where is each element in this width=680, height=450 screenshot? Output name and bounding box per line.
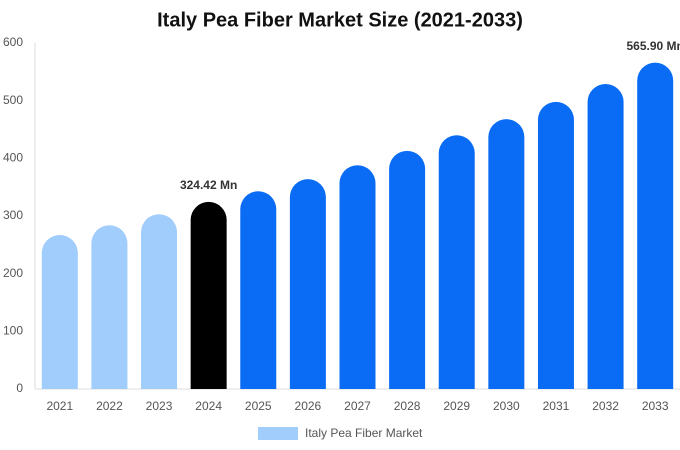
y-tick-label: 600 (3, 35, 23, 49)
bar (537, 101, 574, 389)
x-tick-label: 2029 (443, 399, 470, 413)
bar (587, 83, 624, 389)
bar (91, 225, 128, 389)
bar (637, 62, 674, 390)
x-tick-label: 2030 (493, 399, 520, 413)
legend-label: Italy Pea Fiber Market (305, 426, 423, 440)
bar (289, 179, 326, 389)
bar (488, 119, 525, 390)
x-tick-label: 2027 (344, 399, 371, 413)
y-tick-label: 0 (16, 381, 23, 395)
chart-title: Italy Pea Fiber Market Size (2021-2033) (157, 9, 523, 31)
bar (190, 201, 227, 389)
legend-swatch (258, 427, 298, 440)
x-tick-label: 2028 (394, 399, 421, 413)
x-tick-label: 2032 (592, 399, 619, 413)
x-tick-label: 2025 (245, 399, 272, 413)
y-tick-label: 100 (3, 324, 23, 338)
x-tick-label: 2031 (543, 399, 570, 413)
x-tick-label: 2021 (46, 399, 73, 413)
value-label: 565.90 Mn (627, 39, 680, 53)
bar (240, 191, 277, 389)
bar (41, 235, 78, 389)
x-tick-label: 2026 (295, 399, 322, 413)
x-tick-label: 2024 (195, 399, 222, 413)
y-tick-label: 500 (3, 93, 23, 107)
y-tick-label: 400 (3, 151, 23, 165)
y-tick-label: 200 (3, 266, 23, 280)
x-tick-label: 2022 (96, 399, 123, 413)
value-label: 324.42 Mn (180, 178, 237, 192)
bar (438, 135, 475, 389)
x-tick-label: 2023 (146, 399, 173, 413)
x-tick-label: 2033 (642, 399, 669, 413)
bar (389, 150, 426, 389)
y-tick-label: 300 (3, 208, 23, 222)
bar (141, 214, 178, 389)
bar (339, 165, 376, 389)
